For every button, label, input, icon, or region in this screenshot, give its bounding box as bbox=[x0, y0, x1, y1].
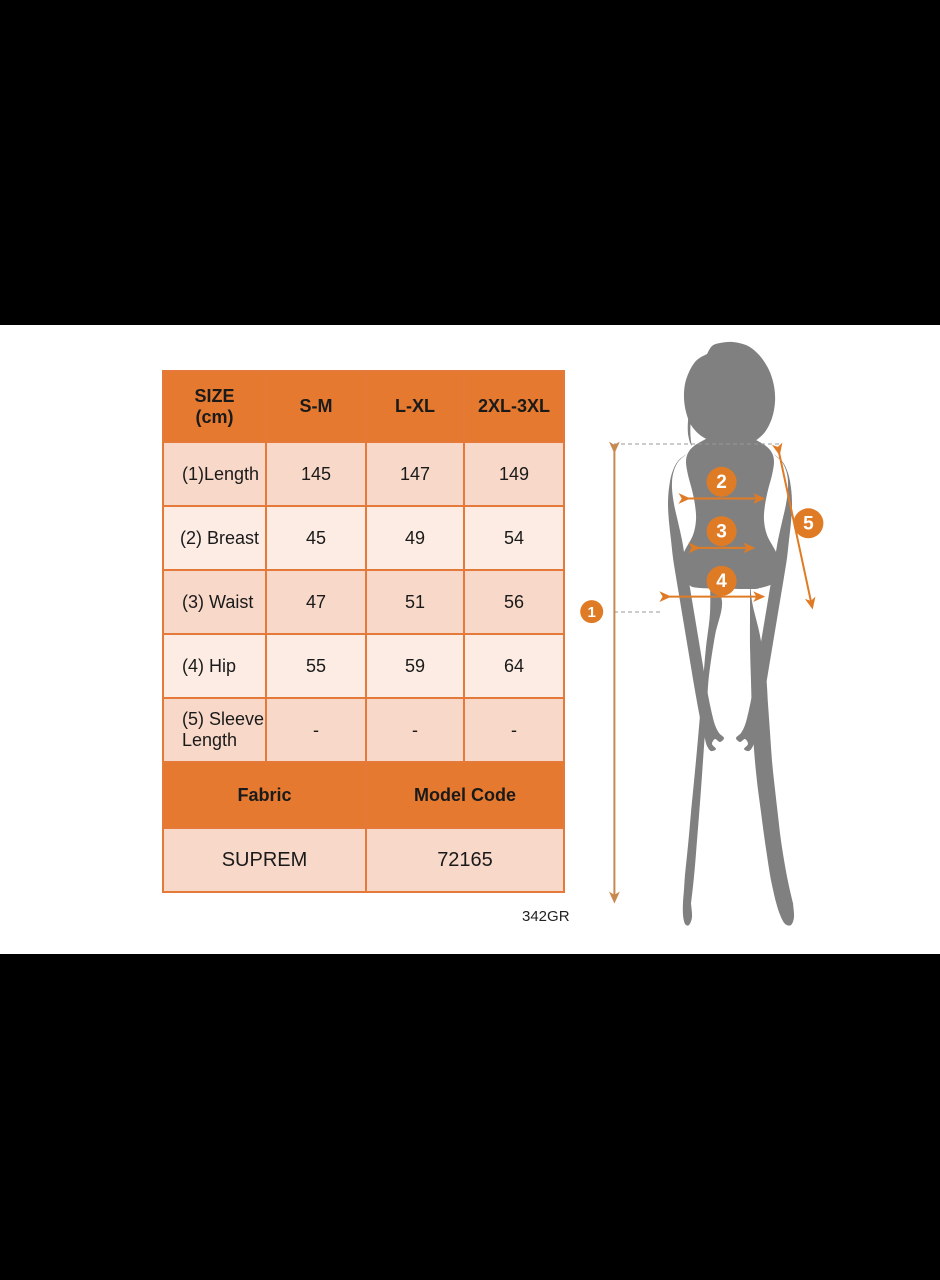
svg-text:4: 4 bbox=[716, 571, 727, 592]
svg-text:3: 3 bbox=[716, 521, 727, 542]
svg-text:2: 2 bbox=[716, 472, 727, 493]
svg-text:1: 1 bbox=[588, 604, 596, 621]
svg-text:5: 5 bbox=[803, 514, 814, 535]
